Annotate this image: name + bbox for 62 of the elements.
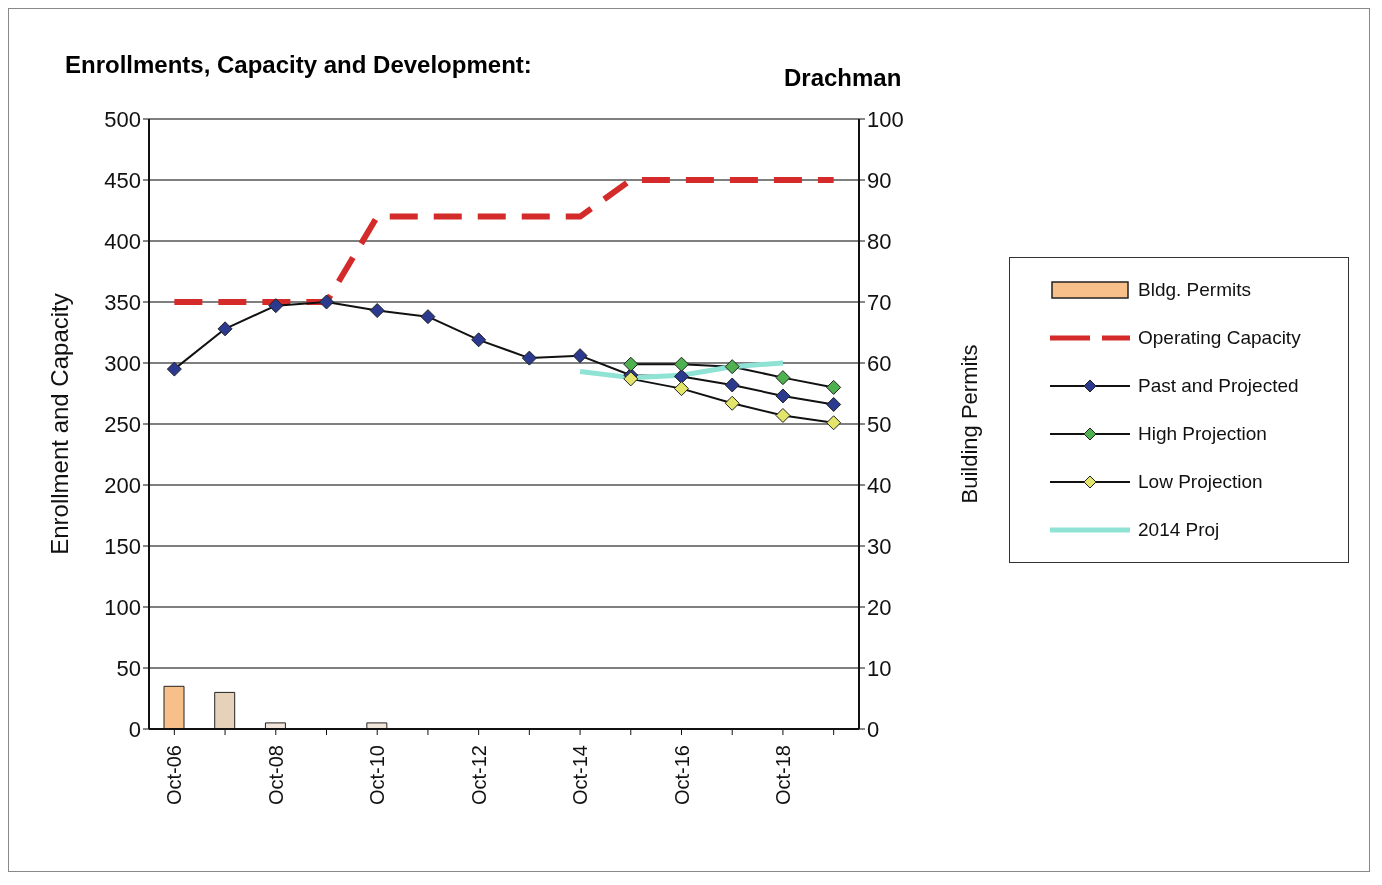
point	[420, 309, 436, 325]
y2-tick-label: 50	[867, 411, 892, 437]
chart-title: Enrollments, Capacity and Development:	[65, 51, 532, 79]
legend-label: Operating Capacity	[1138, 327, 1301, 349]
point	[826, 415, 842, 431]
y2-tick-label: 70	[867, 289, 892, 315]
point	[623, 371, 639, 387]
y-tick-label: 0	[128, 716, 141, 742]
legend-label: Past and Projected	[1138, 375, 1299, 397]
y-tick-label: 350	[104, 289, 141, 315]
point	[471, 332, 487, 348]
legend-label: Low Projection	[1138, 471, 1263, 493]
y-tick-label: 250	[104, 411, 141, 437]
point	[826, 379, 842, 395]
point	[521, 350, 537, 366]
x-tick-label: Oct-08	[264, 745, 287, 806]
y-tick-label: 50	[116, 655, 141, 681]
y2-tick-label: 40	[867, 472, 892, 498]
point	[572, 348, 588, 364]
point	[724, 395, 740, 411]
y-tick-label: 300	[104, 350, 141, 376]
y2-tick-label: 90	[867, 167, 892, 193]
x-tick-label: Oct-14	[569, 745, 592, 806]
legend-label: Bldg. Permits	[1138, 279, 1251, 301]
y2-tick-label: 0	[867, 716, 880, 742]
y2-tick-label: 100	[867, 106, 904, 132]
point	[217, 321, 233, 337]
point	[775, 370, 791, 386]
y-axis-title: Enrollment and Capacity	[45, 293, 73, 555]
point	[623, 356, 639, 372]
point	[268, 298, 284, 314]
point	[369, 303, 385, 319]
x-tick-label: Oct-10	[366, 745, 389, 806]
y2-tick-label: 80	[867, 228, 892, 254]
y-tick-label: 150	[104, 533, 141, 559]
legend-label: 2014 Proj	[1138, 519, 1220, 541]
y2-axis-title: Building Permits	[956, 344, 982, 504]
point	[319, 294, 334, 310]
point	[775, 407, 791, 423]
y-tick-label: 400	[104, 228, 141, 254]
y2-tick-label: 20	[867, 594, 892, 620]
point	[724, 359, 740, 375]
point	[724, 377, 740, 393]
point	[674, 368, 689, 384]
x-tick-label: Oct-06	[163, 745, 186, 806]
point	[775, 388, 791, 404]
point	[674, 381, 689, 397]
y-tick-label: 500	[104, 106, 141, 132]
point	[166, 361, 182, 377]
chart-subtitle: Drachman	[784, 64, 902, 92]
point	[674, 356, 689, 372]
x-tick-label: Oct-12	[467, 745, 490, 806]
y-tick-label: 200	[104, 472, 141, 498]
x-tick-label: Oct-18	[771, 745, 794, 806]
y2-tick-label: 30	[867, 533, 892, 559]
y2-tick-label: 60	[867, 350, 892, 376]
point	[826, 396, 842, 412]
x-tick-label: Oct-16	[670, 745, 693, 806]
y-tick-label: 100	[104, 594, 141, 620]
legend-label: High Projection	[1138, 423, 1267, 445]
y2-tick-label: 10	[867, 655, 892, 681]
y-tick-label: 450	[104, 167, 141, 193]
